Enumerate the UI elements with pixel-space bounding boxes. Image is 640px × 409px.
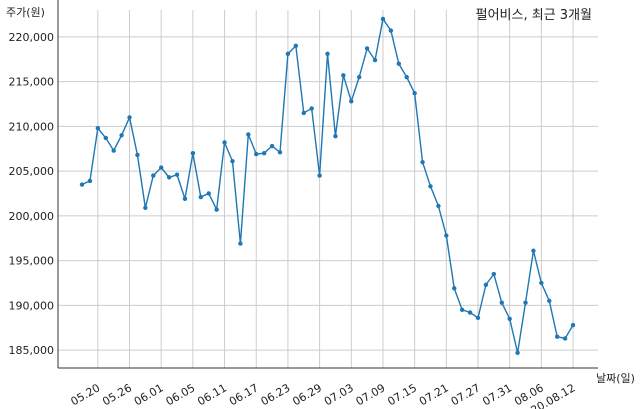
axes — [57, 0, 598, 369]
y-tick-label: 200,000 — [9, 210, 55, 223]
data-point — [412, 91, 417, 96]
data-point — [230, 159, 235, 164]
x-tick-label: 07.09 — [354, 381, 388, 408]
data-point — [206, 191, 211, 196]
data-point — [174, 172, 180, 177]
x-tick-label: 05.20 — [69, 381, 103, 408]
data-point — [103, 135, 108, 141]
data-point — [222, 140, 227, 145]
x-tick-label: 06.11 — [195, 381, 229, 408]
y-tick-label: 205,000 — [9, 165, 55, 178]
data-point — [507, 316, 512, 321]
data-point — [293, 43, 299, 48]
data-point — [523, 300, 528, 305]
y-tick-label: 190,000 — [9, 299, 55, 312]
price-series — [79, 16, 576, 355]
data-point — [254, 151, 259, 157]
data-point — [333, 133, 338, 139]
data-point — [135, 152, 140, 158]
data-point — [444, 233, 449, 238]
data-point — [119, 133, 124, 138]
y-tick-label: 215,000 — [9, 76, 55, 89]
data-point — [349, 99, 354, 104]
x-tick-label: 07.31 — [480, 381, 514, 408]
data-point — [341, 73, 346, 78]
series-line — [81, 17, 574, 353]
data-point — [547, 298, 552, 304]
x-tick-label: 06.05 — [164, 381, 198, 408]
data-point — [531, 248, 536, 253]
y-tick-label: 185,000 — [9, 344, 55, 357]
data-point — [388, 28, 394, 33]
y-tick-labels: 185,000 190,000 195,000 200,000 205,000 210,0… — [9, 31, 55, 357]
data-point — [182, 196, 188, 202]
data-point — [483, 282, 489, 287]
data-point — [570, 322, 576, 328]
data-point — [404, 74, 409, 80]
data-point — [87, 178, 93, 184]
data-point — [198, 194, 203, 200]
data-point — [238, 241, 243, 246]
data-point — [143, 205, 148, 210]
data-point — [364, 46, 370, 51]
data-point — [357, 74, 362, 80]
data-point — [428, 184, 433, 189]
y-tick-label: 220,000 — [9, 31, 55, 44]
x-tick-label: 07.03 — [322, 381, 356, 408]
data-point — [396, 61, 401, 66]
data-point — [420, 159, 425, 165]
data-point — [277, 150, 283, 155]
x-tick-label: 06.23 — [259, 381, 293, 408]
chart-title: 펄어비스, 최근 3개월 — [476, 8, 592, 23]
data-point — [452, 286, 457, 291]
y-axis-label: 주가(원) — [6, 6, 45, 19]
x-tick-label: 07.21 — [417, 381, 451, 408]
data-point — [95, 125, 101, 131]
data-point — [562, 336, 568, 341]
x-tick-label: 06.29 — [290, 381, 324, 408]
data-point — [111, 148, 116, 153]
data-point — [317, 173, 322, 178]
data-point — [190, 151, 196, 156]
data-point — [159, 165, 164, 170]
data-point — [539, 280, 544, 286]
data-point — [79, 182, 85, 187]
data-point — [261, 151, 267, 156]
data-point — [380, 16, 386, 22]
data-point — [269, 143, 275, 149]
data-point — [325, 51, 330, 57]
data-point — [372, 57, 378, 63]
data-point — [151, 173, 156, 178]
grid-lines — [58, 10, 598, 368]
y-tick-label: 195,000 — [9, 255, 55, 268]
x-axis-label: 날짜(일) — [596, 371, 635, 385]
data-point — [127, 115, 132, 120]
data-point — [491, 271, 497, 277]
data-point — [301, 110, 306, 116]
data-point — [499, 300, 504, 305]
data-point — [467, 310, 473, 315]
x-tick-label: 06.17 — [227, 381, 261, 408]
x-tick-label: 07.27 — [449, 381, 483, 408]
data-point — [309, 106, 314, 111]
x-tick-label: 07.15 — [385, 381, 419, 408]
data-point — [166, 175, 172, 180]
data-point — [246, 132, 251, 137]
data-point — [475, 315, 481, 321]
x-tick-label: 05.26 — [100, 381, 134, 408]
data-point — [515, 350, 520, 355]
y-tick-label: 210,000 — [9, 120, 55, 133]
data-point — [436, 203, 441, 209]
x-tick-label: 06.01 — [132, 381, 166, 408]
data-point — [285, 51, 291, 57]
data-point — [555, 334, 560, 339]
data-point — [214, 207, 219, 212]
data-point — [459, 307, 465, 313]
x-tick-labels: 05.2005.2606.0106.0506.1106.1706.2306.29… — [69, 381, 578, 409]
